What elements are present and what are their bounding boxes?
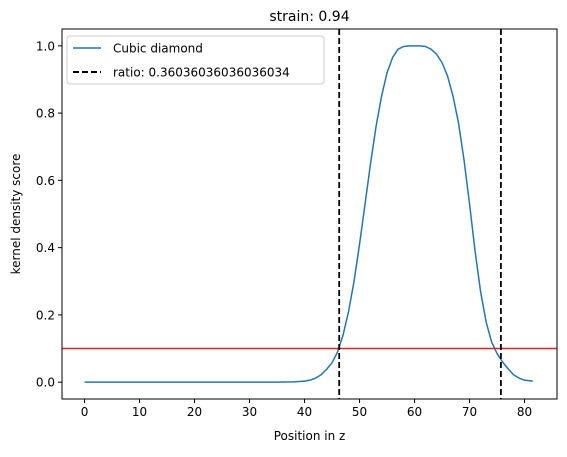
y-tick-label-5: 1.0: [36, 39, 55, 53]
y-axis-label: kernel density score: [9, 154, 23, 275]
legend: Cubic diamond ratio: 0.36036036036036034: [66, 35, 325, 85]
x-tick-label-5: 50: [352, 405, 367, 419]
x-tick-label-3: 30: [242, 405, 257, 419]
y-tick-label-0: 0.0: [36, 376, 55, 390]
x-tick-label-0: 0: [81, 405, 89, 419]
plot-frame: [61, 28, 558, 400]
legend-frame: [66, 35, 325, 85]
x-tick-label-1: 10: [132, 405, 147, 419]
y-tick-label-3: 0.6: [36, 174, 55, 188]
x-tick-label-7: 70: [462, 405, 477, 419]
chart-title: strain: 0.94: [269, 9, 349, 25]
series-line-0: [84, 45, 533, 383]
x-tick-label-4: 40: [297, 405, 312, 419]
x-tick-label-2: 20: [187, 405, 202, 419]
x-axis-label: Position in z: [274, 429, 346, 443]
x-tick-label-8: 80: [517, 405, 532, 419]
legend-label-ratio: ratio: 0.36036036036036034: [113, 66, 290, 80]
legend-label-cubic-diamond: Cubic diamond: [113, 42, 203, 56]
x-tick-label-6: 60: [407, 405, 422, 419]
y-tick-label-1: 0.2: [36, 308, 55, 322]
y-tick-label-4: 0.8: [36, 107, 55, 121]
y-tick-label-2: 0.4: [36, 241, 55, 255]
